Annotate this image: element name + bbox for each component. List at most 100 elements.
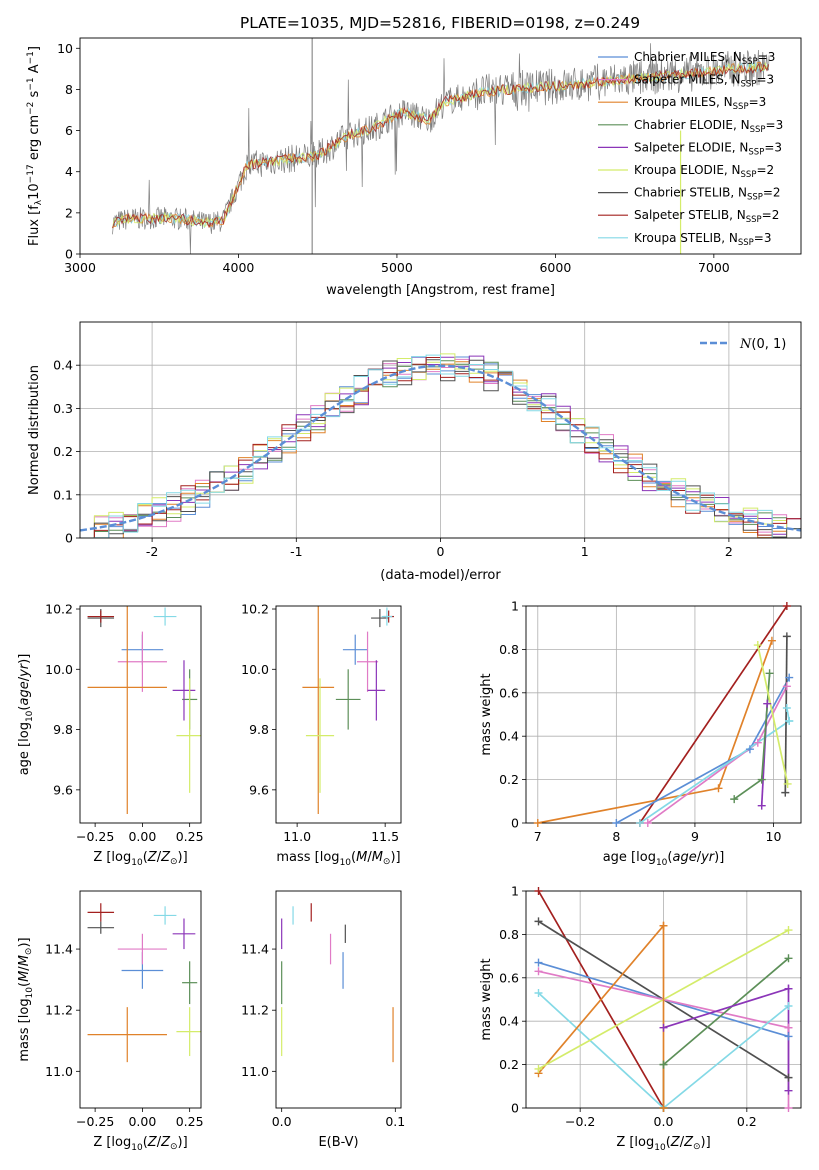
weight-point-marker — [730, 795, 739, 804]
legend-item-label: Chabrier STELIB, NSSP=2 — [634, 186, 781, 203]
weight-point-marker — [763, 699, 772, 708]
y-tick-label: 4 — [65, 164, 73, 179]
weight-point-marker — [784, 926, 793, 935]
y-tick-label: 11.0 — [241, 1064, 269, 1079]
x-tick-label: 7 — [534, 829, 542, 844]
legend-item-label: Salpeter ELODIE, NSSP=3 — [634, 140, 782, 157]
weight-point-marker — [534, 958, 543, 967]
weight-point-marker — [534, 988, 543, 997]
weight-series-line — [663, 987, 789, 1029]
y-tick-label: 10.2 — [45, 602, 73, 617]
y-tick-label: 9.8 — [249, 722, 269, 737]
y-axis-label: Normed distribution — [27, 365, 42, 495]
weight-point-marker — [534, 967, 543, 976]
x-axis-label: (data-model)/error — [380, 568, 501, 583]
y-tick-label: 2 — [65, 205, 73, 220]
weight-point-marker — [782, 602, 791, 610]
residuals-plot-area — [80, 353, 801, 538]
weight-point-marker — [533, 819, 542, 827]
age_vs_mass-axes: 11.0 11.5 9.6 9.8 10.0 10.2 mass [log10(M/M⊙)] — [241, 602, 402, 868]
x-tick-label: -2 — [146, 544, 158, 559]
errorbar-point — [367, 660, 386, 721]
y-tick-label: 11.2 — [241, 1003, 269, 1018]
weight-point-marker — [785, 717, 794, 726]
weight-point-marker — [753, 738, 762, 747]
errorbar-point — [176, 678, 201, 793]
mass_vs_ebv-frame — [275, 890, 402, 1109]
x-tick-label: 0 — [437, 544, 445, 559]
x-tick-label: 10 — [766, 829, 782, 844]
weight-point-marker — [784, 1086, 793, 1095]
errorbar-point — [305, 678, 335, 793]
y-tick-label: 0 — [511, 1101, 519, 1116]
weight-point-marker — [784, 1073, 793, 1082]
weight-point-marker — [767, 636, 776, 645]
weight_vs_age-frame — [525, 605, 802, 824]
errorbar-point — [87, 610, 115, 623]
weight-point-marker — [612, 819, 621, 827]
y-tick-label: 11.2 — [45, 1003, 73, 1018]
weight_vs_age-axes: 7 8 9 10 0 0.2 0.4 0.6 0.8 1 age [log10(age/yr)] ma… — [479, 599, 802, 868]
errorbar-point — [172, 918, 196, 950]
spectrum-plot-area — [112, 38, 770, 254]
legend-item-label: Kroupa ELODIE, NSSP=2 — [634, 163, 774, 180]
mass_vs_Z-axes: −0.25 0.00 0.25 11.0 11.2 11.4 Z [log10(Z/Z⊙)]… — [17, 890, 204, 1153]
x-axis-label: Z [log10(Z/Z⊙)] — [616, 1135, 710, 1153]
y-tick-label: 11.0 — [45, 1064, 73, 1079]
histogram-series-line — [80, 354, 801, 538]
y-tick-label: 9.8 — [53, 722, 73, 737]
legend-item-label: Kroupa STELIB, NSSP=3 — [634, 231, 772, 248]
x-tick-label: -1 — [290, 544, 302, 559]
weight-point-marker — [757, 775, 766, 784]
y-tick-label: 0.6 — [499, 970, 519, 985]
weight-series-line — [662, 957, 790, 1066]
y-tick-label: 0.1 — [53, 487, 73, 502]
errorbar-point — [356, 631, 379, 692]
legend-item-label: Salpeter MILES, NSSP=3 — [634, 73, 774, 90]
y-tick-label: 8 — [65, 82, 73, 97]
weight-point-marker — [784, 1023, 793, 1032]
x-tick-label: 8 — [612, 829, 620, 844]
legend-item-label: Chabrier ELODIE, NSSP=3 — [634, 118, 783, 135]
weight-point-marker — [782, 682, 791, 691]
model-spectrum-line — [112, 61, 769, 229]
weight-point-marker — [714, 784, 723, 793]
y-tick-label: 1 — [511, 599, 519, 614]
x-tick-label: 4000 — [223, 260, 255, 275]
mass_vs_Z-plot-area — [87, 903, 201, 1063]
errorbar-point — [371, 609, 389, 628]
errorbar-point — [182, 961, 198, 1005]
weight-point-marker — [784, 984, 793, 993]
errorbar-point — [153, 607, 177, 626]
x-tick-label: 6000 — [539, 260, 571, 275]
errorbar-point — [342, 634, 368, 665]
weight-point-marker — [782, 703, 791, 712]
y-axis-label: age [log10(age/yr)] — [17, 654, 35, 776]
model-spectrum-line — [112, 62, 769, 229]
age_vs_Z-plot-area — [87, 606, 201, 814]
errorbar-point — [87, 606, 167, 814]
x-tick-label: 0.0 — [272, 1114, 292, 1129]
errorbar-point — [302, 606, 335, 814]
weight-point-marker — [783, 779, 792, 788]
weight-series-line — [537, 925, 665, 1074]
weight-point-marker — [659, 921, 668, 930]
weight-point-marker — [635, 819, 644, 827]
age_vs_Z-frame — [79, 605, 202, 824]
x-axis-label: age [log10(age/yr)] — [603, 850, 725, 868]
errorbar-point — [335, 669, 361, 730]
weight-point-marker — [659, 1023, 668, 1032]
y-tick-label: 0.3 — [53, 401, 73, 416]
x-axis-label: Z [log10(Z/Z⊙)] — [93, 850, 187, 868]
y-tick-label: 11.4 — [45, 942, 73, 957]
weight-point-marker — [534, 917, 543, 926]
errorbar-point — [117, 933, 167, 965]
x-tick-label: 0.00 — [128, 829, 156, 844]
y-tick-label: 11.4 — [241, 942, 269, 957]
errorbar-point — [87, 903, 115, 922]
weight-series-line — [537, 640, 773, 823]
x-tick-label: 7000 — [698, 260, 730, 275]
age_vs_mass-plot-area — [302, 606, 394, 814]
